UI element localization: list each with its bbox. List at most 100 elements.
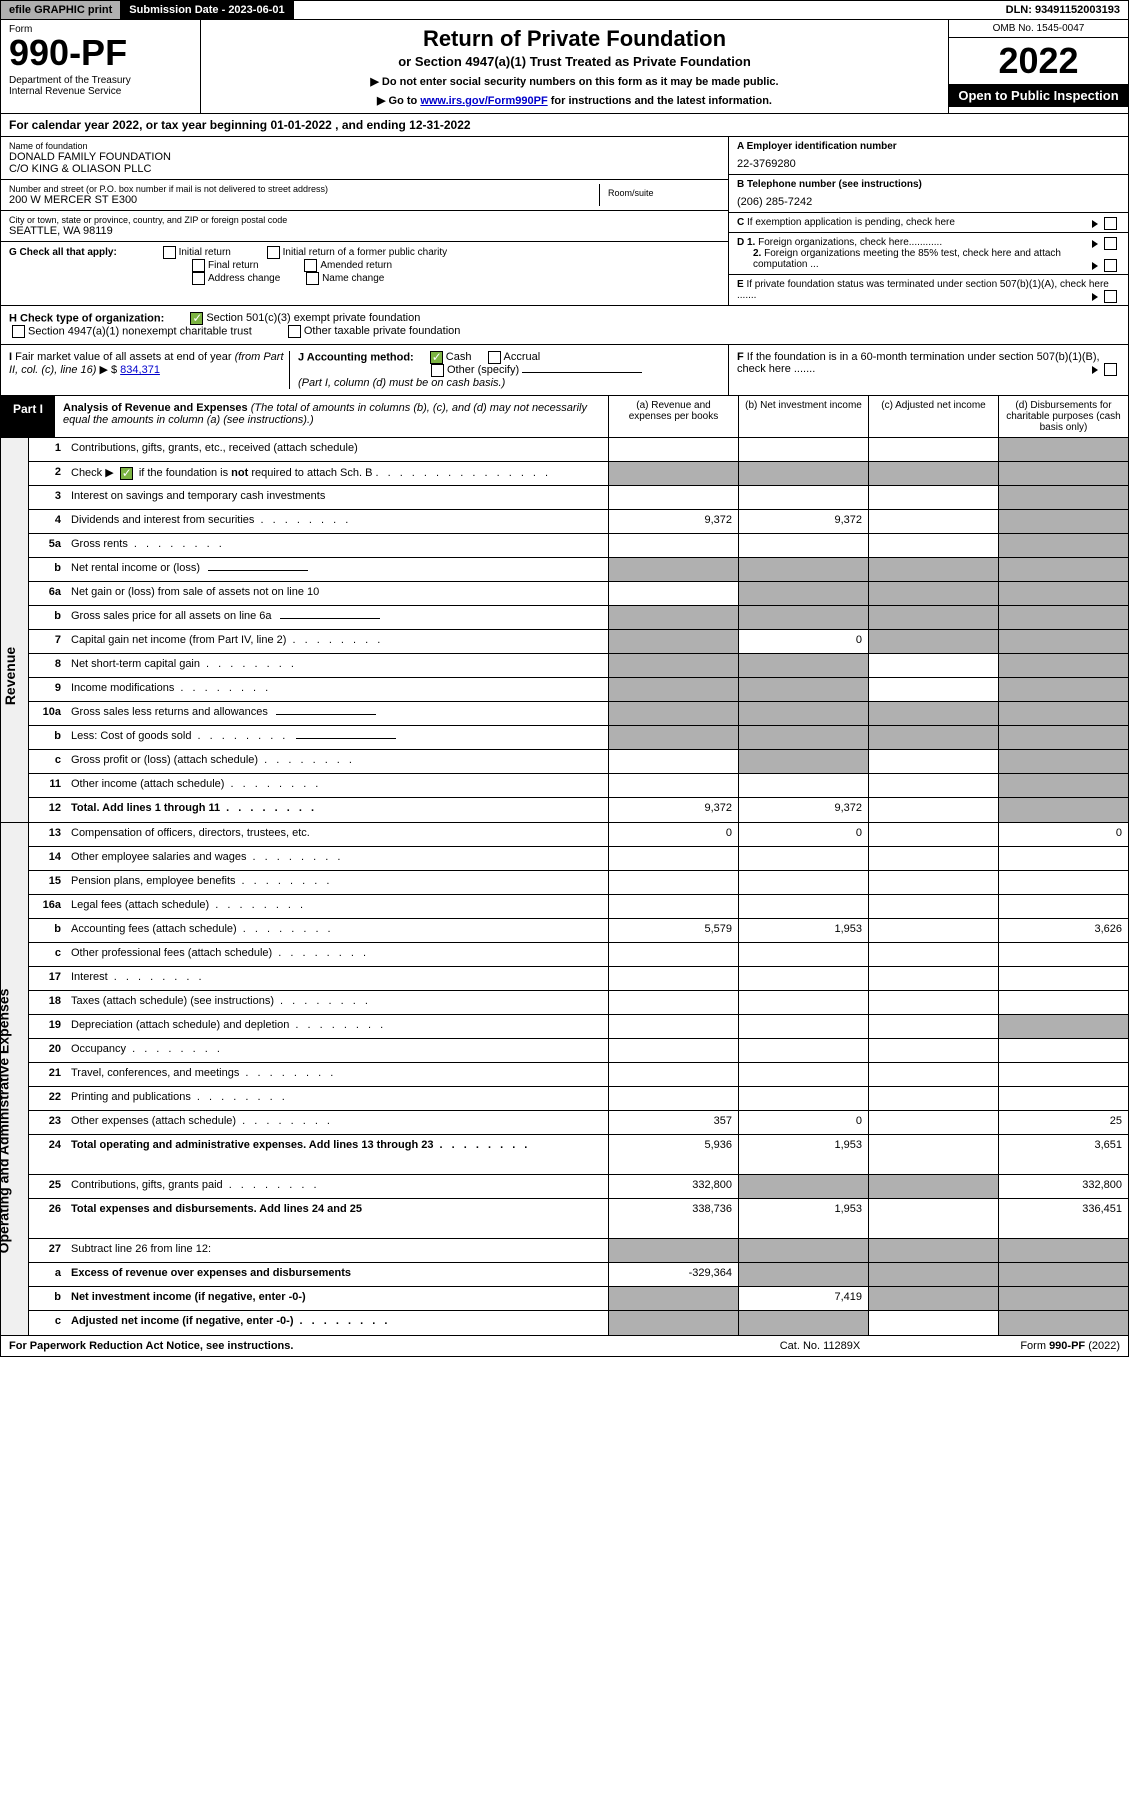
- arrow-icon: [1092, 366, 1098, 374]
- arrow-icon: [1092, 262, 1098, 270]
- cell-c: [868, 991, 998, 1014]
- revenue-side-label: Revenue: [1, 438, 29, 822]
- cell-a: [608, 1039, 738, 1062]
- city-value: SEATTLE, WA 98119: [9, 225, 720, 237]
- opt-initial: Initial return: [179, 247, 231, 258]
- cell-b: [738, 871, 868, 894]
- row-label: Accounting fees (attach schedule) . . . …: [65, 919, 608, 942]
- col-a-header: (a) Revenue and expenses per books: [608, 396, 738, 437]
- col-b-header: (b) Net investment income: [738, 396, 868, 437]
- cell-d: [998, 1063, 1128, 1086]
- cell-b: [738, 534, 868, 557]
- phone-value: (206) 285-7242: [737, 196, 1120, 208]
- row-label: Compensation of officers, directors, tru…: [65, 823, 608, 846]
- row-number: 8: [29, 654, 65, 677]
- checkbox-cash[interactable]: [430, 351, 443, 364]
- e-label: E If private foundation status was termi…: [737, 279, 1109, 301]
- cell-d: [998, 534, 1128, 557]
- table-row: 12Total. Add lines 1 through 11 . . . . …: [29, 798, 1128, 822]
- cell-c: [868, 462, 998, 485]
- tax-year: 2022: [949, 38, 1128, 84]
- checkbox-d2[interactable]: [1104, 259, 1117, 272]
- checkbox-c[interactable]: [1104, 217, 1117, 230]
- checkbox-f[interactable]: [1104, 363, 1117, 376]
- j-accrual: Accrual: [504, 351, 541, 363]
- row-label: Gross rents . . . . . . . .: [65, 534, 608, 557]
- checkbox-501c3[interactable]: [190, 312, 203, 325]
- cell-c: [868, 534, 998, 557]
- checkbox-address[interactable]: [192, 272, 205, 285]
- cell-d: [998, 558, 1128, 581]
- name-label: Name of foundation: [9, 141, 720, 151]
- row-label: Interest . . . . . . . .: [65, 967, 608, 990]
- table-row: 9Income modifications . . . . . . . .: [29, 678, 1128, 702]
- checkbox-4947[interactable]: [12, 325, 25, 338]
- cell-b: 0: [738, 630, 868, 653]
- cell-a: 332,800: [608, 1175, 738, 1198]
- row-label: Travel, conferences, and meetings . . . …: [65, 1063, 608, 1086]
- table-row: 21Travel, conferences, and meetings . . …: [29, 1063, 1128, 1087]
- table-row: 6aNet gain or (loss) from sale of assets…: [29, 582, 1128, 606]
- checkbox-name-change[interactable]: [306, 272, 319, 285]
- table-row: 20Occupancy . . . . . . . .: [29, 1039, 1128, 1063]
- row-number: 13: [29, 823, 65, 846]
- checkbox-final[interactable]: [192, 259, 205, 272]
- part-1-header: Part I Analysis of Revenue and Expenses …: [0, 396, 1129, 438]
- cell-a: [608, 702, 738, 725]
- row-label: Printing and publications . . . . . . . …: [65, 1087, 608, 1110]
- row-label: Excess of revenue over expenses and disb…: [65, 1263, 608, 1286]
- checkbox-initial-return[interactable]: [163, 246, 176, 259]
- cell-d: [998, 750, 1128, 773]
- cell-a: [608, 847, 738, 870]
- row-label: Net gain or (loss) from sale of assets n…: [65, 582, 608, 605]
- cell-c: [868, 1239, 998, 1262]
- cell-c: [868, 943, 998, 966]
- cell-d: [998, 943, 1128, 966]
- checkbox-initial-former[interactable]: [267, 246, 280, 259]
- row-label: Legal fees (attach schedule) . . . . . .…: [65, 895, 608, 918]
- checkbox-amended[interactable]: [304, 259, 317, 272]
- row-number: 1: [29, 438, 65, 461]
- checkbox-d1[interactable]: [1104, 237, 1117, 250]
- cell-b: [738, 1063, 868, 1086]
- checkbox-accrual[interactable]: [488, 351, 501, 364]
- row-number: 2: [29, 462, 65, 485]
- irs-link[interactable]: www.irs.gov/Form990PF: [420, 95, 547, 107]
- fmv-value[interactable]: 834,371: [120, 364, 160, 376]
- cell-b: 0: [738, 823, 868, 846]
- row-number: b: [29, 1287, 65, 1310]
- table-row: 17Interest . . . . . . . .: [29, 967, 1128, 991]
- instruction-2: ▶ Go to www.irs.gov/Form990PF for instru…: [213, 94, 936, 107]
- cell-d: [998, 1311, 1128, 1335]
- cell-d: 332,800: [998, 1175, 1128, 1198]
- row-number: 4: [29, 510, 65, 533]
- efile-print-button[interactable]: efile GRAPHIC print: [1, 1, 121, 19]
- row-label: Adjusted net income (if negative, enter …: [65, 1311, 608, 1335]
- cell-d: [998, 991, 1128, 1014]
- row-label: Contributions, gifts, grants paid . . . …: [65, 1175, 608, 1198]
- table-row: aExcess of revenue over expenses and dis…: [29, 1263, 1128, 1287]
- checkbox-other-method[interactable]: [431, 364, 444, 377]
- cell-a: [608, 582, 738, 605]
- cell-a: 338,736: [608, 1199, 738, 1238]
- foundation-name-2: C/O KING & OLIASON PLLC: [9, 163, 720, 175]
- cell-d: [998, 678, 1128, 701]
- row-number: b: [29, 726, 65, 749]
- cell-c: [868, 654, 998, 677]
- cell-c: [868, 582, 998, 605]
- row-number: 20: [29, 1039, 65, 1062]
- row-label: Net rental income or (loss): [65, 558, 608, 581]
- row-label: Total expenses and disbursements. Add li…: [65, 1199, 608, 1238]
- table-row: 13Compensation of officers, directors, t…: [29, 823, 1128, 847]
- row-label: Other expenses (attach schedule) . . . .…: [65, 1111, 608, 1134]
- cell-d: [998, 654, 1128, 677]
- cell-c: [868, 510, 998, 533]
- cell-c: [868, 871, 998, 894]
- cell-d: [998, 1263, 1128, 1286]
- checkbox-e[interactable]: [1104, 290, 1117, 303]
- table-row: bLess: Cost of goods sold . . . . . . . …: [29, 726, 1128, 750]
- cell-a: [608, 726, 738, 749]
- form-title: Return of Private Foundation: [213, 26, 936, 52]
- checkbox-other-taxable[interactable]: [288, 325, 301, 338]
- row-number: c: [29, 943, 65, 966]
